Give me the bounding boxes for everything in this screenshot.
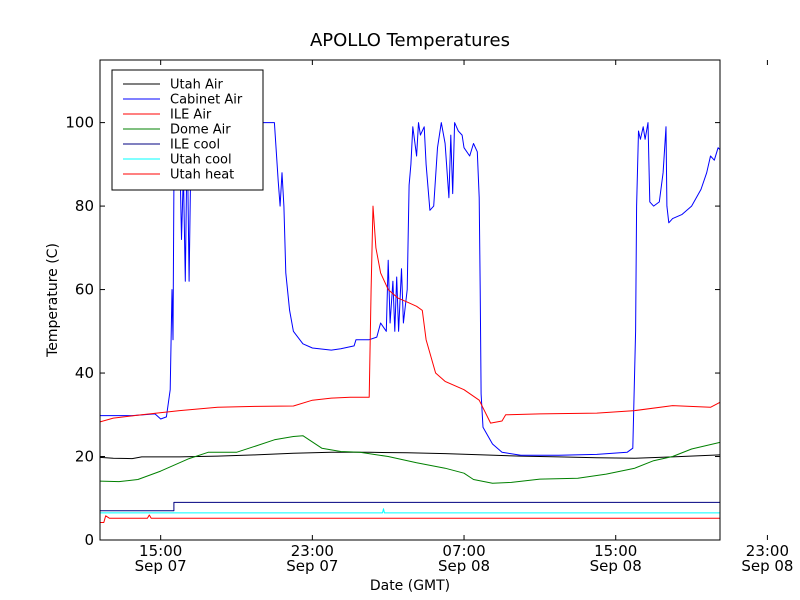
legend-box [111,69,264,191]
legend-label-utah-heat: Utah heat [170,168,234,183]
legend-label-utah-cool: Utah cool [170,153,232,168]
series-line-utah-air [100,451,720,460]
x-tick-label-date: Sep 07 [286,557,338,575]
y-tick-label: 40 [75,364,94,382]
x-tick-label-time: 23:00 [291,542,334,560]
y-tick-label: 60 [75,281,94,299]
series-line-utah-heat [100,514,720,523]
x-tick-label-time: 07:00 [442,542,485,560]
x-tick-label-date: Sep 08 [741,557,793,575]
x-tick-label-time: 15:00 [139,542,182,560]
y-axis: 0 20 40 60 80 100 [65,114,720,549]
series-line-ile-air [100,205,720,424]
y-tick-label: 0 [84,531,94,549]
legend-label-ile-air: ILE Air [170,108,212,123]
legend-label-dome-air: Dome Air [170,123,231,138]
series-line-utah-cool [100,508,720,514]
x-tick-label-date: Sep 08 [438,557,490,575]
y-tick-label: 100 [65,114,94,132]
series-line-ile-cool [100,501,720,512]
legend-label-ile-cool: ILE cool [170,138,220,153]
y-axis-label: Temperature (C) [45,243,61,358]
x-tick-label-time: 15:00 [594,542,637,560]
x-tick-label-date: Sep 08 [590,557,642,575]
y-tick-label: 80 [75,197,94,215]
chart-title: APOLLO Temperatures [310,30,510,51]
plot-frame [99,59,721,541]
y-tick-label: 20 [75,448,94,466]
legend-label-cabinet-air: Cabinet Air [170,93,243,108]
x-tick-label-date: Sep 07 [135,557,187,575]
legend-label-utah-air: Utah Air [170,78,223,93]
x-axis-label: Date (GMT) [370,578,450,594]
x-tick-label-time: 23:00 [746,542,789,560]
series-line-dome-air [100,435,720,484]
